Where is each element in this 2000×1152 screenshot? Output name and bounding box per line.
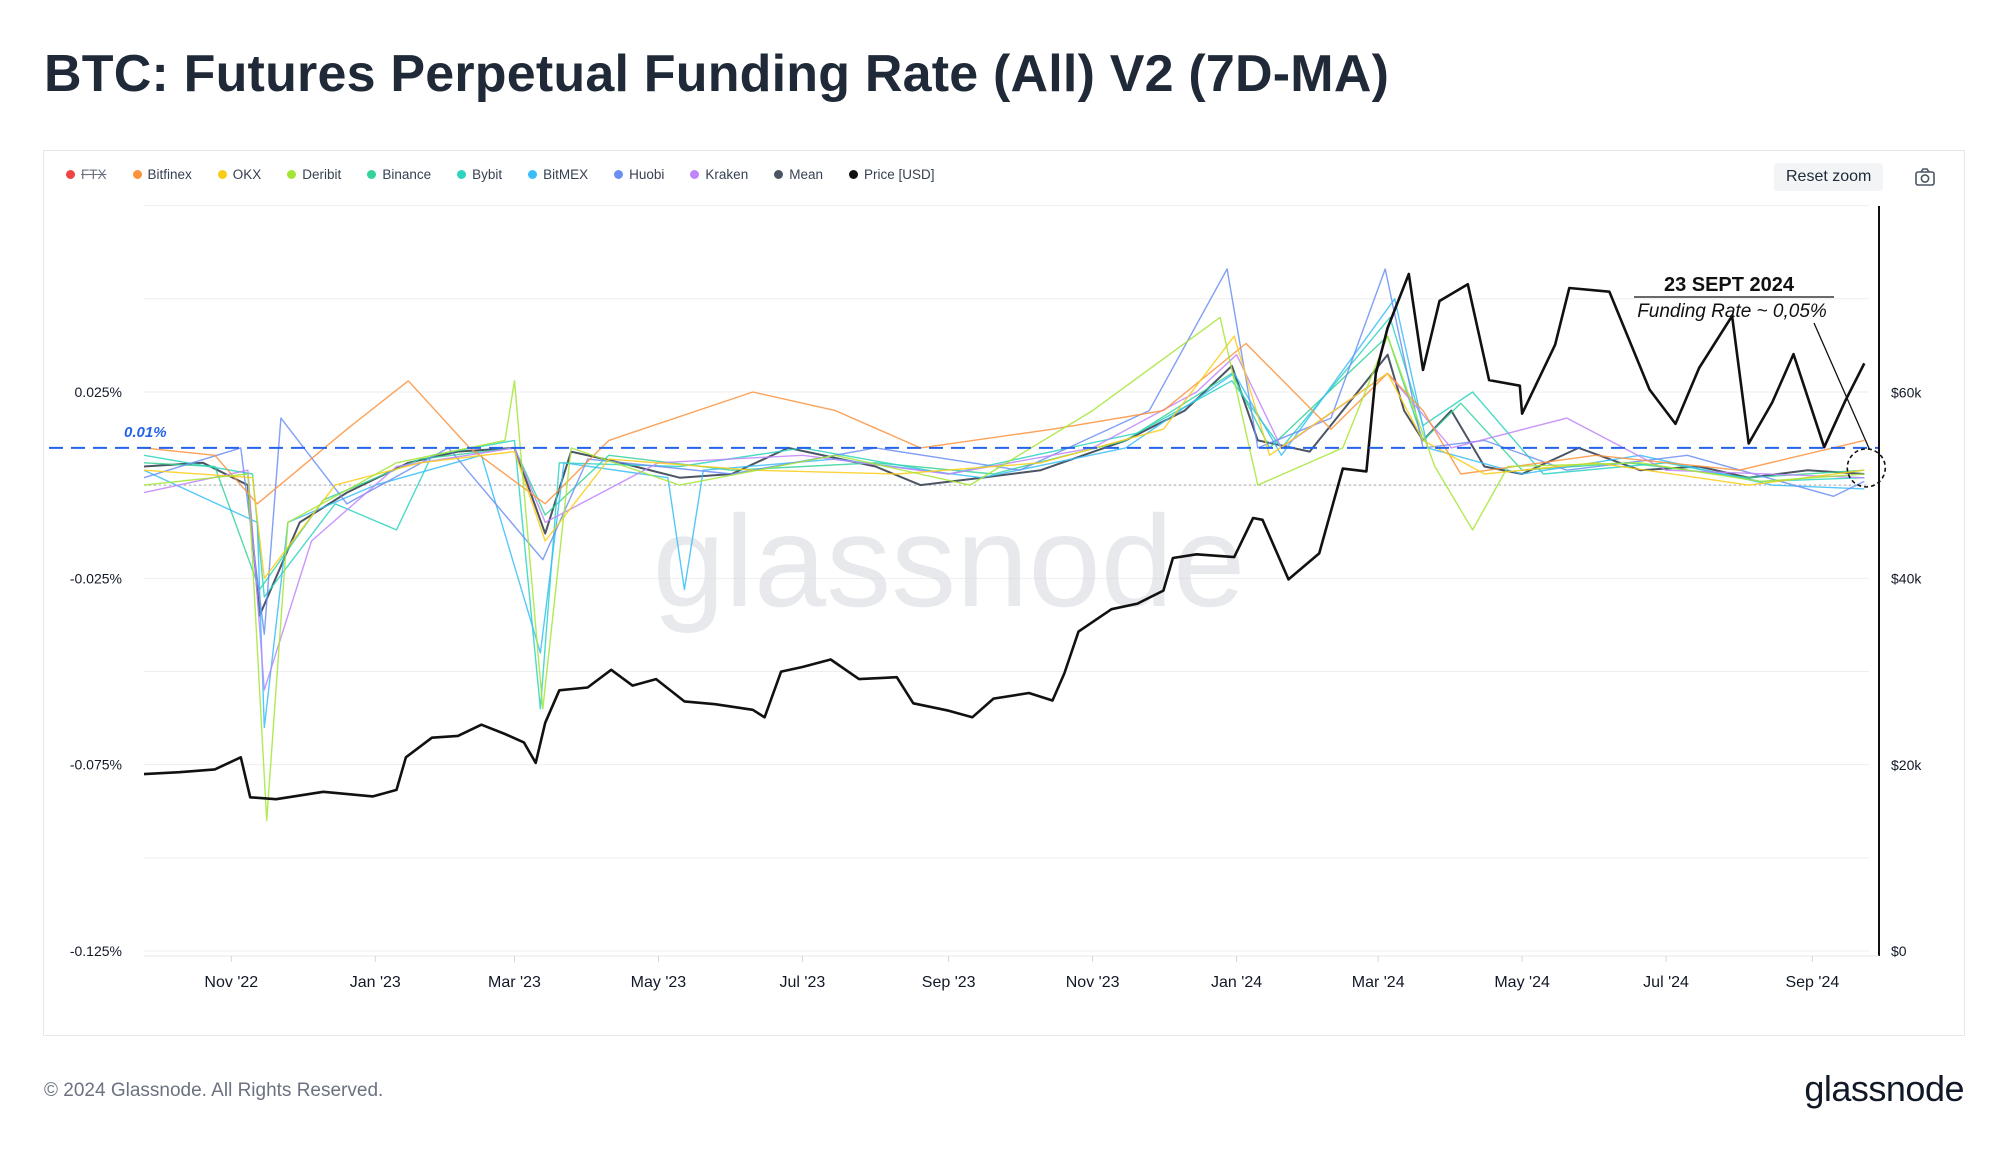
legend-label: Bitfinex	[147, 166, 192, 182]
legend-item-mean[interactable]: Mean	[774, 167, 823, 182]
x-tick-label: Sep '24	[1785, 974, 1839, 991]
x-tick-label: Jul '24	[1643, 974, 1689, 991]
copyright-text: © 2024 Glassnode. All Rights Reserved.	[44, 1080, 384, 1101]
legend-label: OKX	[232, 166, 262, 182]
legend-item-price[interactable]: Price [USD]	[848, 166, 935, 182]
x-tick-label: Mar '23	[488, 974, 541, 991]
series-line-bitmex	[143, 298, 1865, 729]
legend-dot	[66, 169, 75, 179]
x-tick-label: Jan '24	[1211, 974, 1262, 991]
legend-dot	[528, 169, 538, 179]
legend-label: BitMEX	[543, 166, 589, 182]
glassnode-logo[interactable]: glassnode	[1804, 1068, 1964, 1109]
x-tick-label: May '24	[1494, 974, 1550, 991]
x-tick-label: Jul '23	[780, 974, 826, 991]
grid-layer	[144, 205, 1869, 952]
reference-layer: 0.01%	[49, 424, 1879, 449]
x-tick-label: May '23	[631, 974, 687, 991]
legend-item-okx[interactable]: OKX	[217, 166, 262, 182]
legend-dot	[217, 169, 227, 179]
legend-item-bitfinex[interactable]: Bitfinex	[132, 166, 192, 182]
legend-label: Deribit	[302, 166, 342, 182]
legend-item-bybit[interactable]: Bybit	[457, 167, 502, 182]
legend-dot	[614, 169, 624, 179]
y-left-tick-label: 0.025%	[75, 384, 122, 400]
legend-dot	[132, 169, 142, 179]
chart-legend: FTX Bitfinex OKX Deribit Binance Bybit B…	[66, 163, 961, 185]
legend-label: FTX	[81, 166, 107, 182]
legend-dot	[367, 169, 377, 179]
series-line-price	[143, 272, 1866, 801]
annotation-circle	[1846, 448, 1887, 488]
legend-label: Price [USD]	[863, 166, 935, 182]
legend-label: Kraken	[705, 166, 749, 182]
y-right-tick-label: $40k	[1891, 571, 1922, 587]
chart-plot: glassnode 0.01% 0.025% -0.025% -0.075% -0.1…	[49, 205, 1922, 991]
legend-label: Mean	[789, 166, 823, 182]
series-line-kraken	[143, 354, 1865, 691]
legend-dot	[690, 169, 700, 179]
y-left-tick-label: -0.075%	[70, 757, 122, 773]
x-tick-label: Nov '22	[204, 974, 258, 991]
y-left-tick-label: -0.025%	[70, 570, 122, 586]
page-title: BTC: Futures Perpetual Funding Rate (All…	[44, 45, 1390, 103]
legend-item-bitmex[interactable]: BitMEX	[528, 167, 588, 182]
y-right-tick-label: $20k	[1891, 757, 1922, 773]
annotation-pointer	[1813, 322, 1870, 450]
chart-card: FTX Bitfinex OKX Deribit Binance Bybit B…	[43, 150, 1965, 1036]
y-right-tick-label: $60k	[1891, 384, 1922, 400]
legend-dot	[287, 169, 297, 179]
legend-dot	[774, 169, 784, 179]
series-line-deribit	[143, 316, 1865, 822]
legend-label: Binance	[382, 166, 432, 182]
legend-item-deribit[interactable]: Deribit	[287, 167, 341, 182]
annotation-text: Funding Rate ~ 0,05%	[1637, 301, 1827, 322]
x-tick-label: Jan '23	[350, 974, 401, 991]
legend-label: Huobi	[629, 166, 665, 182]
series-line-okx	[143, 335, 1865, 579]
y-left-tick-label: -0.125%	[70, 943, 122, 959]
camera-icon[interactable]	[1914, 166, 1936, 188]
legend-item-binance[interactable]: Binance	[367, 167, 431, 182]
legend-item-ftx[interactable]: FTX	[66, 167, 107, 182]
annotation-title: 23 SEPT 2024	[1664, 274, 1795, 296]
x-tick-label: Nov '23	[1066, 974, 1120, 991]
price-layer	[143, 272, 1866, 801]
reference-line-label: 0.01%	[124, 424, 167, 441]
x-tick-label: Mar '24	[1352, 974, 1405, 991]
legend-label: Bybit	[472, 166, 503, 182]
legend-item-kraken[interactable]: Kraken	[690, 167, 748, 182]
legend-dot	[457, 169, 467, 179]
legend-dot	[848, 169, 858, 179]
series-line-huobi	[143, 268, 1865, 635]
x-tick-label: Sep '23	[922, 974, 976, 991]
reset-zoom-button[interactable]: Reset zoom	[1774, 163, 1884, 191]
y-right-tick-label: $0	[1891, 943, 1907, 959]
axis-layer: 0.025% -0.025% -0.075% -0.125% $60k $40k $20k $…	[70, 206, 1922, 991]
series-line-bitfinex	[143, 342, 1865, 505]
legend-item-huobi[interactable]: Huobi	[614, 167, 664, 182]
annotation-layer: 23 SEPT 2024 Funding Rate ~ 0,05%	[1634, 274, 1887, 488]
watermark: glassnode	[653, 488, 1246, 634]
